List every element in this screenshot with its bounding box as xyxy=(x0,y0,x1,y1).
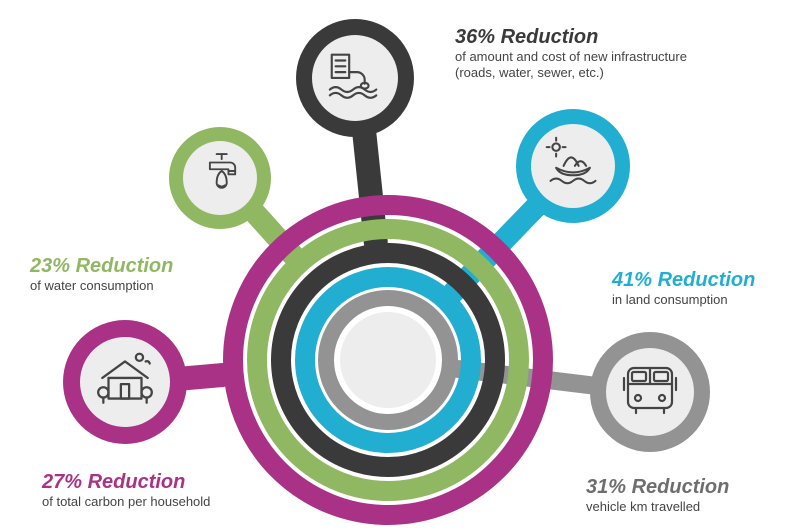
hub-core xyxy=(340,312,436,408)
island-sun-icon xyxy=(543,134,603,199)
node-vehicle-inner xyxy=(606,348,694,436)
house-trees-icon xyxy=(92,347,158,418)
node-infrastructure xyxy=(296,19,414,137)
label-vehicle-subtitle: vehicle km travelled xyxy=(586,499,729,515)
tap-drop-icon xyxy=(193,149,247,208)
label-carbon: 27% Reductionof total carbon per househo… xyxy=(42,470,210,510)
node-land xyxy=(516,109,630,223)
node-water-inner xyxy=(183,141,257,215)
node-water xyxy=(169,127,271,229)
bus-icon xyxy=(618,358,682,427)
label-water: 23% Reductionof water consumption xyxy=(30,254,173,294)
infographic-stage: 36% Reductionof amount and cost of new i… xyxy=(0,0,795,530)
label-infrastructure: 36% Reductionof amount and cost of new i… xyxy=(455,25,687,80)
node-carbon-inner xyxy=(80,337,170,427)
label-water-title: 23% Reduction xyxy=(30,254,173,278)
label-land-subtitle: in land consumption xyxy=(612,292,755,308)
label-infrastructure-title: 36% Reduction xyxy=(455,25,687,49)
label-carbon-title: 27% Reduction xyxy=(42,470,210,494)
node-land-inner xyxy=(531,124,615,208)
label-land: 41% Reductionin land consumption xyxy=(612,268,755,308)
node-vehicle xyxy=(590,332,710,452)
label-land-title: 41% Reduction xyxy=(612,268,755,292)
label-vehicle: 31% Reductionvehicle km travelled xyxy=(586,475,729,515)
label-infrastructure-subtitle: of amount and cost of new infrastructure… xyxy=(455,49,687,80)
label-carbon-subtitle: of total carbon per household xyxy=(42,494,210,510)
label-water-subtitle: of water consumption xyxy=(30,278,173,294)
building-pipe-icon xyxy=(324,45,386,112)
node-infrastructure-inner xyxy=(312,35,398,121)
label-vehicle-title: 31% Reduction xyxy=(586,475,729,499)
node-carbon xyxy=(63,320,187,444)
